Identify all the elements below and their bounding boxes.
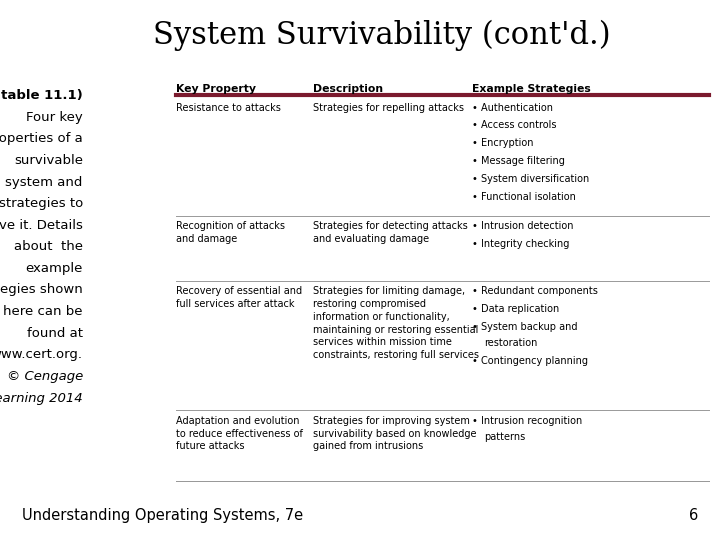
Text: example: example [25, 262, 83, 275]
Text: Understanding Operating Systems, 7e: Understanding Operating Systems, 7e [22, 508, 302, 523]
Text: Example Strategies: Example Strategies [472, 84, 590, 94]
Text: Strategies for repelling attacks: Strategies for repelling attacks [313, 103, 464, 113]
Text: • Integrity checking: • Integrity checking [472, 239, 569, 249]
Text: survivable: survivable [14, 154, 83, 167]
Text: System Survivability (cont'd.): System Survivability (cont'd.) [153, 19, 611, 51]
Text: www.cert.org.: www.cert.org. [0, 348, 83, 361]
Text: strategies shown: strategies shown [0, 284, 83, 296]
Text: found at: found at [27, 327, 83, 340]
Text: • Intrusion detection: • Intrusion detection [472, 221, 573, 232]
Text: Learning 2014: Learning 2014 [0, 392, 83, 404]
Text: • Functional isolation: • Functional isolation [472, 192, 575, 202]
Text: Strategies for improving system
survivability based on knowledge
gained from int: Strategies for improving system survivab… [313, 416, 477, 451]
Text: Description: Description [313, 84, 383, 94]
Text: strategies to: strategies to [0, 197, 83, 210]
Text: Four key: Four key [26, 111, 83, 124]
Text: 6: 6 [689, 508, 698, 523]
Text: • Data replication: • Data replication [472, 304, 559, 314]
Text: Resistance to attacks: Resistance to attacks [176, 103, 282, 113]
Text: system and: system and [6, 176, 83, 188]
Text: patterns: patterns [485, 432, 526, 442]
Text: • Contingency planning: • Contingency planning [472, 356, 588, 366]
Text: • Message filtering: • Message filtering [472, 156, 564, 166]
Text: Recovery of essential and
full services after attack: Recovery of essential and full services … [176, 286, 302, 309]
Text: Strategies for detecting attacks
and evaluating damage: Strategies for detecting attacks and eva… [313, 221, 468, 244]
Text: Recognition of attacks
and damage: Recognition of attacks and damage [176, 221, 285, 244]
Text: • System backup and: • System backup and [472, 322, 577, 332]
Text: properties of a: properties of a [0, 132, 83, 145]
Text: • Access controls: • Access controls [472, 120, 556, 131]
Text: • Intrusion recognition: • Intrusion recognition [472, 416, 582, 426]
Text: Key Property: Key Property [176, 84, 256, 94]
Text: achieve it. Details: achieve it. Details [0, 219, 83, 232]
Text: • Encryption: • Encryption [472, 138, 533, 149]
Text: Strategies for limiting damage,
restoring compromised
information or functionali: Strategies for limiting damage, restorin… [313, 286, 480, 360]
Text: • System diversification: • System diversification [472, 174, 589, 184]
Text: • Redundant components: • Redundant components [472, 286, 598, 296]
Text: Adaptation and evolution
to reduce effectiveness of
future attacks: Adaptation and evolution to reduce effec… [176, 416, 303, 451]
Text: • Authentication: • Authentication [472, 103, 553, 113]
Text: restoration: restoration [485, 338, 538, 348]
Text: © Cengage: © Cengage [6, 370, 83, 383]
Text: here can be: here can be [4, 305, 83, 318]
Text: about  the: about the [14, 240, 83, 253]
Text: (table 11.1): (table 11.1) [0, 89, 83, 102]
